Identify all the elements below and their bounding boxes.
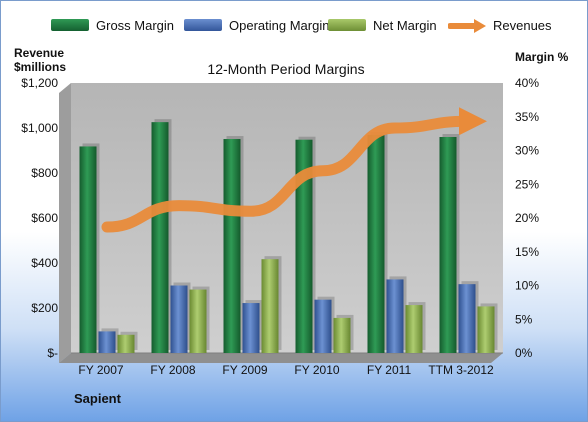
left-axis-title-line2: $millions <box>14 60 67 74</box>
bar-gross-margin-ttm-3-2012 <box>439 137 457 353</box>
plot-floor <box>59 353 503 363</box>
left-tick-4: $800 <box>31 166 58 180</box>
bar-gross-margin-fy-2009 <box>223 139 241 353</box>
x-tick-fy-2008: FY 2008 <box>150 363 195 377</box>
legend-swatch-operating-margin <box>184 19 222 31</box>
left-tick-2: $400 <box>31 256 58 270</box>
bar-operating-margin-fy-2008 <box>170 285 188 353</box>
bar-gross-margin-fy-2007 <box>79 146 97 353</box>
right-tick-6: 30% <box>515 144 539 158</box>
legend-label-gross-margin: Gross Margin <box>96 18 175 33</box>
chart-title: 12-Month Period Margins <box>207 61 365 77</box>
right-tick-0: 0% <box>515 346 533 360</box>
legend-swatch-net-margin <box>328 19 366 31</box>
right-tick-3: 15% <box>515 245 539 259</box>
right-tick-2: 10% <box>515 279 539 293</box>
bar-operating-margin-ttm-3-2012 <box>458 284 476 353</box>
line-revenues <box>101 115 473 233</box>
bar-net-margin-fy-2009 <box>261 259 279 353</box>
bar-gross-margin-fy-2011 <box>367 134 385 353</box>
right-tick-8: 40% <box>515 76 539 90</box>
bar-gross-margin-fy-2008 <box>151 122 169 354</box>
x-tick-ttm-3-2012: TTM 3-2012 <box>428 363 494 377</box>
left-tick-6: $1,200 <box>21 76 58 90</box>
x-tick-fy-2009: FY 2009 <box>222 363 267 377</box>
legend-label-revenues: Revenues <box>493 18 552 33</box>
bar-operating-margin-fy-2007 <box>98 331 116 353</box>
bar-operating-margin-fy-2011 <box>386 279 404 353</box>
right-tick-1: 5% <box>515 312 533 326</box>
bar-gross-margin-fy-2010 <box>295 139 313 353</box>
right-axis-title: Margin % <box>515 50 569 64</box>
legend-label-net-margin: Net Margin <box>373 18 437 33</box>
legend-swatch-gross-margin <box>51 19 89 31</box>
x-tick-fy-2007: FY 2007 <box>78 363 123 377</box>
bar-net-margin-fy-2011 <box>405 305 423 353</box>
left-tick-3: $600 <box>31 211 58 225</box>
right-tick-7: 35% <box>515 110 539 124</box>
left-axis-title: Revenue $millions <box>14 46 66 74</box>
bar-net-margin-ttm-3-2012 <box>477 306 495 353</box>
bar-operating-margin-fy-2009 <box>242 303 260 353</box>
legend-arrow-revenues <box>448 19 486 33</box>
left-tick-5: $1,000 <box>21 121 58 135</box>
legend: Gross Margin Operating Margin Net Margin… <box>1 17 587 35</box>
bar-operating-margin-fy-2010 <box>314 299 332 353</box>
x-tick-fy-2011: FY 2011 <box>367 363 412 377</box>
left-tick-1: $200 <box>31 301 58 315</box>
line-revenues-arrowhead <box>459 107 487 136</box>
company-name: Sapient <box>74 391 121 406</box>
right-tick-4: 20% <box>515 211 539 225</box>
bar-net-margin-fy-2008 <box>189 289 207 353</box>
legend-label-operating-margin: Operating Margin <box>229 18 330 33</box>
bar-net-margin-fy-2007 <box>117 334 135 353</box>
left-tick-0: $- <box>47 346 58 360</box>
x-tick-fy-2010: FY 2010 <box>294 363 339 377</box>
bar-net-margin-fy-2010 <box>333 317 351 353</box>
right-tick-5: 25% <box>515 177 539 191</box>
plot-side-wall <box>59 83 71 363</box>
left-axis-title-line1: Revenue <box>14 46 65 60</box>
